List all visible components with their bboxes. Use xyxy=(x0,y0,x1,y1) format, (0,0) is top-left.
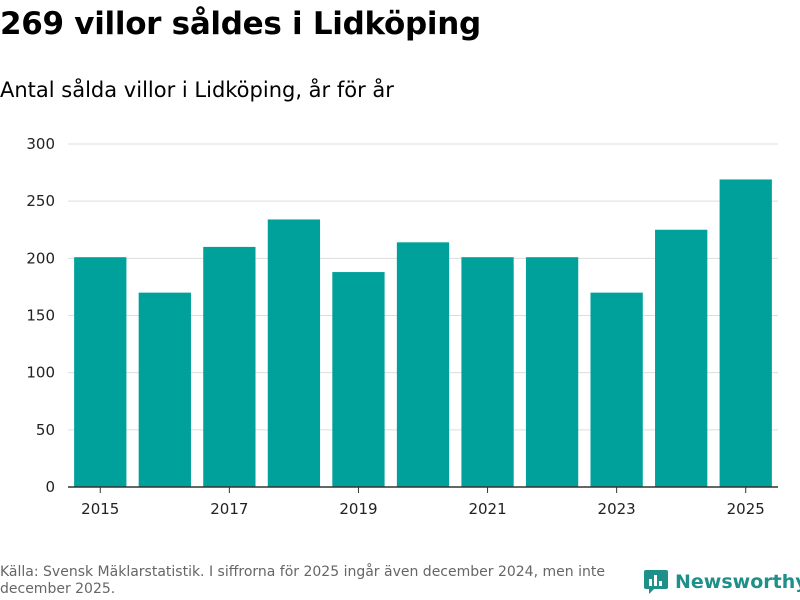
bar xyxy=(203,246,256,487)
bar-chart: 0 50 100 150 200 250 300 2015 2017 2019 2021 2023 20… xyxy=(26,135,778,518)
bar xyxy=(74,257,127,487)
x-tick-label: 2021 xyxy=(468,500,506,518)
chart-subtitle: Antal sålda villor i Lidköping, år för å… xyxy=(0,78,394,102)
chart-title: 269 villor såldes i Lidköping xyxy=(0,6,481,42)
bar-chart-speech-bubble-icon xyxy=(644,570,668,594)
bar xyxy=(138,292,191,487)
x-tick-label: 2025 xyxy=(727,500,765,518)
bar xyxy=(525,257,579,487)
y-tick-label: 150 xyxy=(26,307,55,325)
bar xyxy=(267,219,321,487)
y-tick-label: 300 xyxy=(26,135,55,153)
bar xyxy=(655,229,708,487)
source-note: Källa: Svensk Mäklarstatistik. I siffror… xyxy=(0,564,605,597)
y-tick-label: 50 xyxy=(36,421,55,439)
bar xyxy=(590,292,643,487)
bar xyxy=(719,179,772,487)
y-tick-label: 200 xyxy=(26,249,55,267)
bar xyxy=(396,242,450,487)
newsworthy-logo: Newsworthy xyxy=(643,569,800,595)
bar xyxy=(332,272,385,487)
x-tick-label: 2019 xyxy=(339,500,377,518)
x-tick-label: 2017 xyxy=(210,500,248,518)
y-tick-label: 0 xyxy=(45,478,55,496)
y-tick-label: 100 xyxy=(26,364,55,382)
logo-text: Newsworthy xyxy=(675,571,800,593)
bar xyxy=(461,257,514,487)
y-tick-label: 250 xyxy=(26,192,55,210)
x-tick-label: 2023 xyxy=(598,500,636,518)
x-tick-label: 2015 xyxy=(81,500,119,518)
